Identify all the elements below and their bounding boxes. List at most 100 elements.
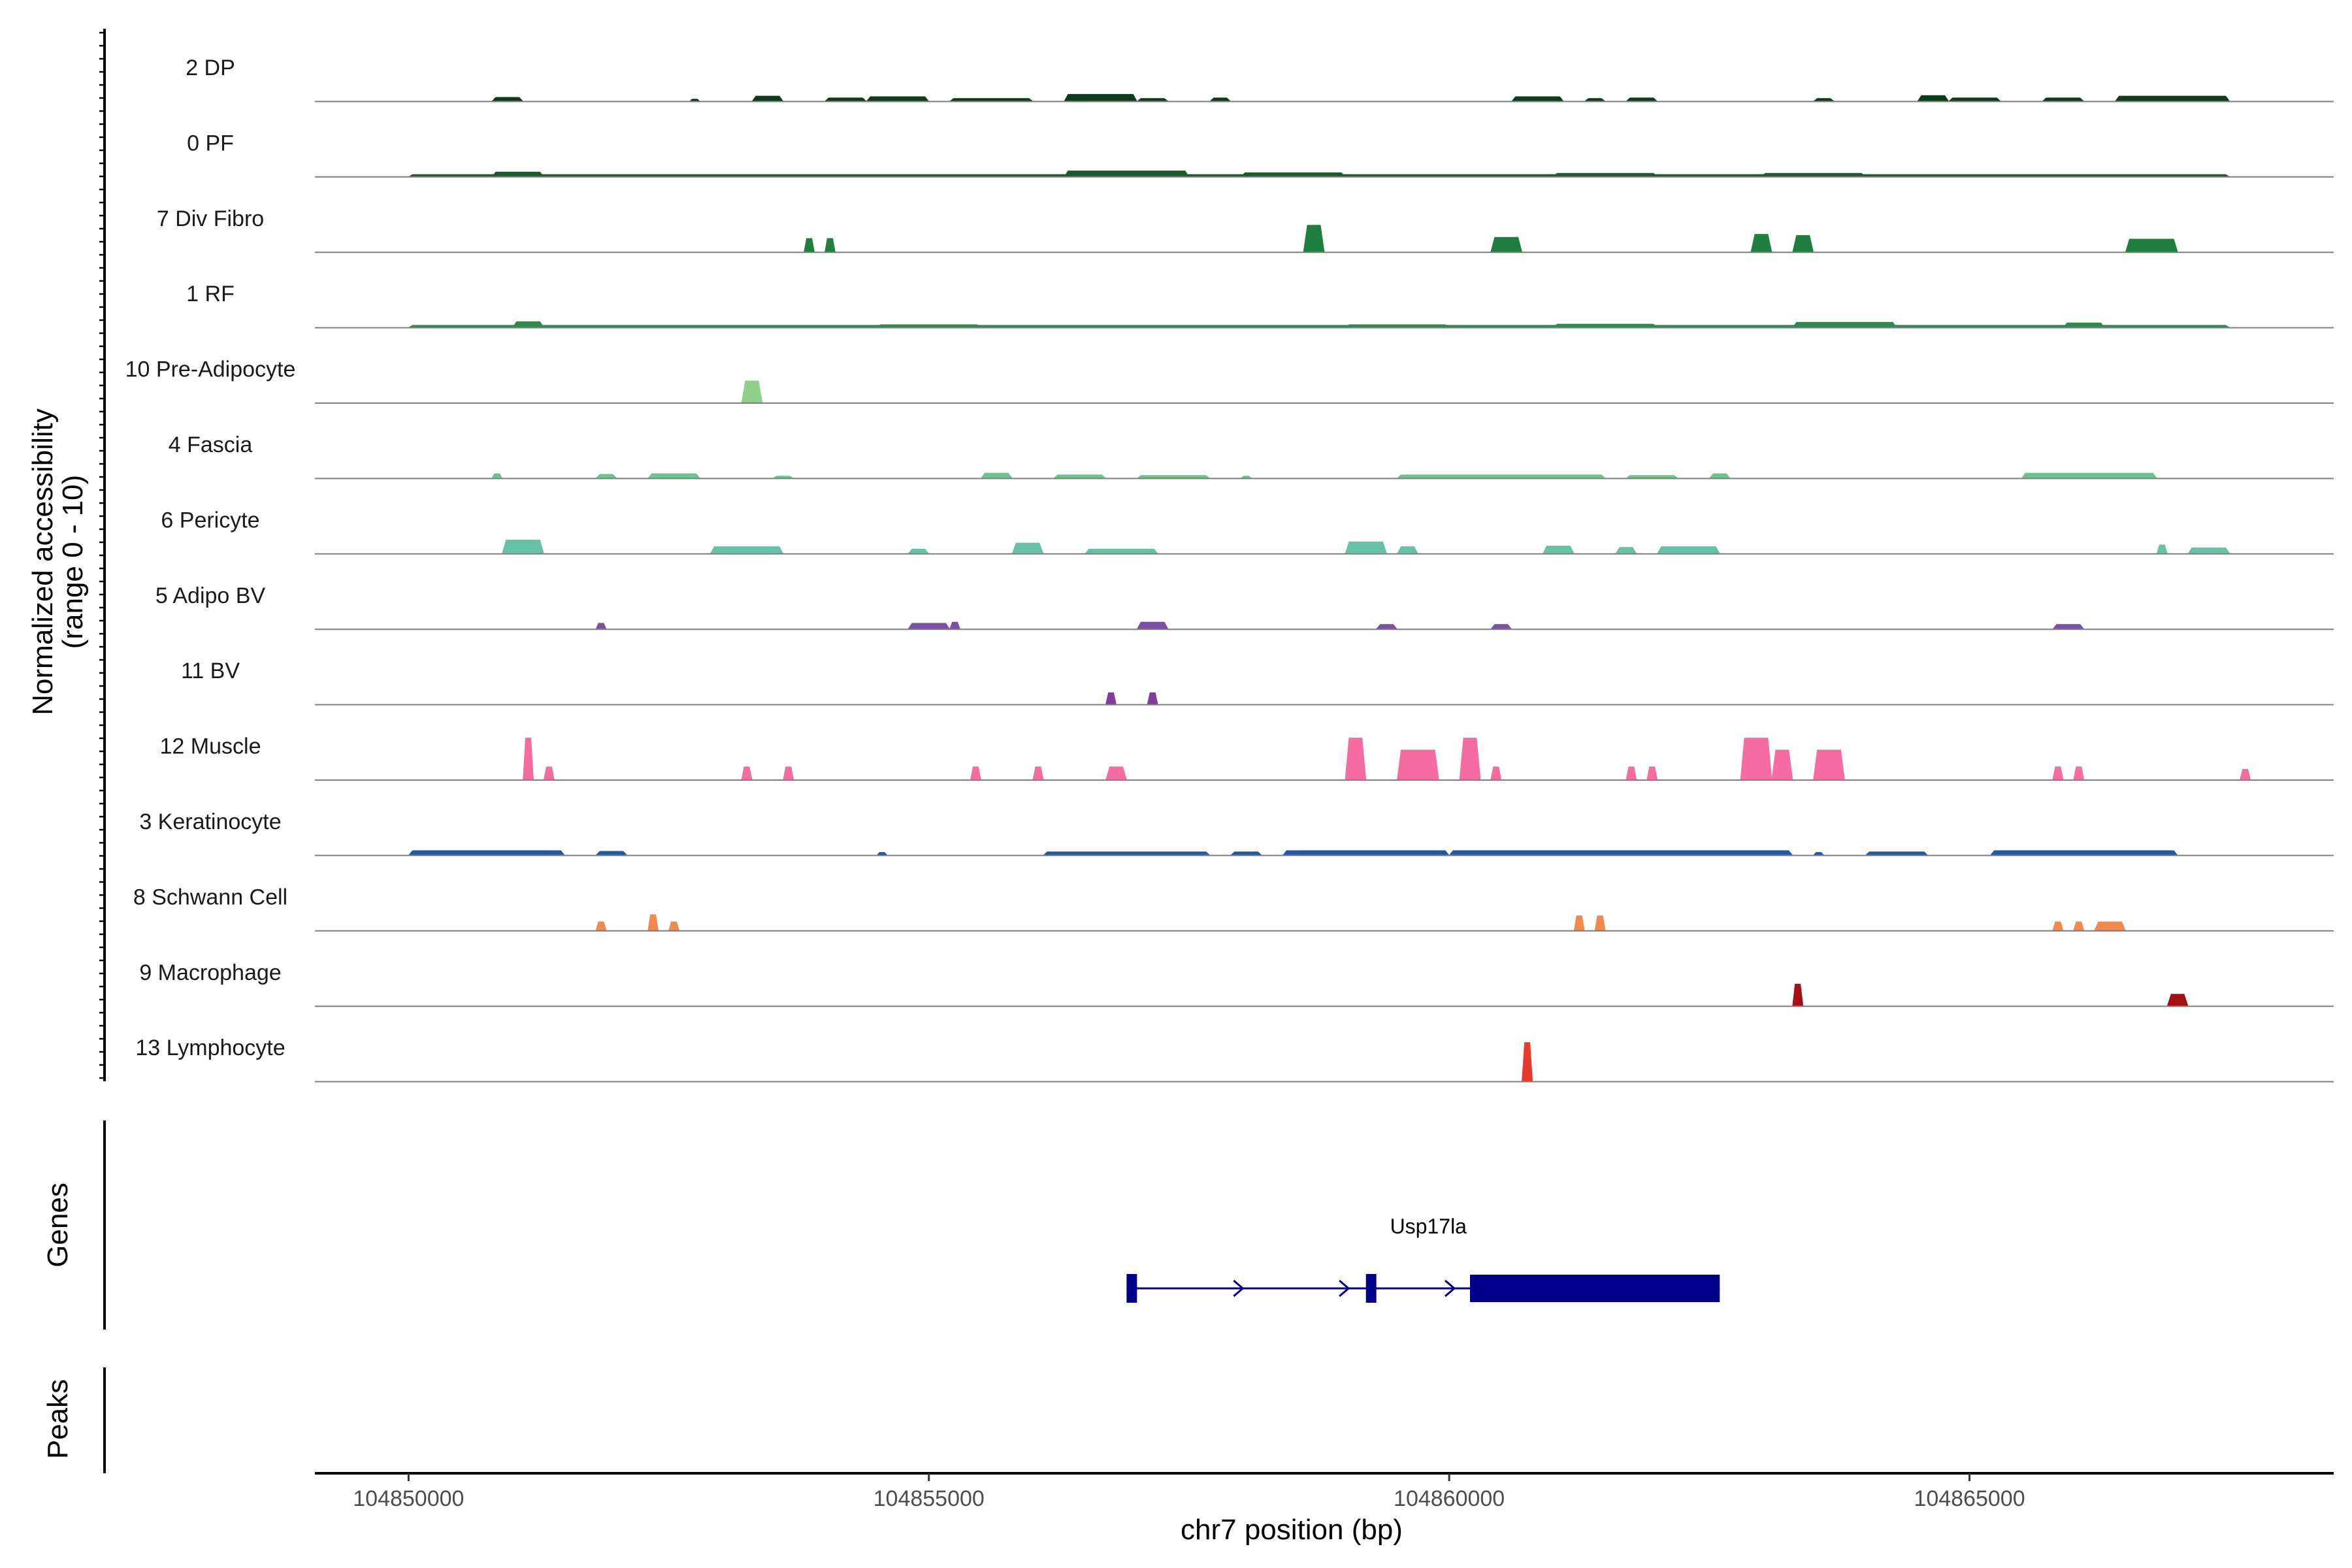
coverage-peak: [595, 623, 607, 630]
coverage-peak: [1542, 546, 1575, 555]
coverage-peak: [1063, 171, 1190, 178]
coverage-peak: [1105, 692, 1117, 706]
x-tick-label: 104860000: [1394, 1486, 1505, 1511]
coverage-peak: [1490, 237, 1523, 253]
coverage-tracks: 2 DP 0 PF 7 Div Fibro 1 RF 10 Pre-Adipocyte 4…: [125, 56, 2334, 1083]
coverage-peak: [1916, 95, 1950, 102]
coverage-peak: [949, 621, 961, 630]
track-label: 2 DP: [186, 56, 235, 80]
y-axis-title-line: Normalized accessibility: [27, 408, 59, 715]
coverage-peak: [647, 914, 659, 932]
track-3-keratinocyte: 3 Keratinocyte: [139, 809, 2334, 857]
coverage-peak: [2052, 766, 2064, 781]
coverage-peak: [2156, 544, 2168, 555]
coverage-peak: [2073, 766, 2085, 781]
track-label: 11 BV: [181, 659, 240, 683]
coverage-peak: [2125, 238, 2178, 253]
coverage-peak: [491, 473, 503, 479]
x-axis-title: chr7 position (bp): [1181, 1514, 1403, 1546]
coverage-peak: [502, 540, 545, 555]
coverage-peak: [2187, 547, 2230, 555]
track-label: 4 Fascia: [169, 433, 253, 457]
coverage-peak: [1740, 738, 1772, 781]
gene-track: Genes Usp17la: [42, 1120, 1720, 1330]
coverage-peak: [543, 766, 555, 781]
coverage-peak: [1625, 766, 1637, 781]
gene-exon: [1469, 1275, 1720, 1302]
track-12-muscle: 12 Muscle: [160, 734, 2334, 781]
track-2-dp: 2 DP: [186, 56, 2334, 103]
coverage-peak: [866, 96, 930, 102]
y-axis-title: Normalized accessibility(range 0 - 10): [27, 408, 89, 715]
gene-exon: [1126, 1274, 1137, 1303]
track-label: 6 Pericyte: [161, 508, 259, 532]
track-8-schwann-cell: 8 Schwann Cell: [133, 885, 2334, 932]
coverage-peak: [2166, 994, 2189, 1007]
coverage-peak: [1396, 546, 1419, 555]
track-13-lymphocyte: 13 Lymphocyte: [135, 1036, 2334, 1083]
y-axis-title-line: (range 0 - 10): [57, 475, 89, 649]
coverage-peak: [1136, 621, 1169, 630]
coverage-peak: [980, 472, 1013, 479]
coverage-peak: [1303, 225, 1325, 253]
coverage-peak: [408, 850, 566, 856]
track-0-pf: 0 PF: [187, 131, 2334, 178]
coverage-peak: [710, 546, 784, 555]
track-label: 3 Keratinocyte: [139, 809, 281, 834]
coverage-peak: [2062, 322, 2106, 329]
track-9-macrophage: 9 Macrophage: [139, 960, 2334, 1007]
coverage-peak: [1459, 738, 1481, 781]
coverage-peak: [2093, 921, 2127, 932]
coverage-peak: [1656, 546, 1721, 555]
coverage-peak: [1345, 738, 1367, 781]
x-axis: 104850000 104855000 104860000 104865000 chr7…: [315, 1472, 2334, 1546]
coverage-peak: [1396, 749, 1439, 781]
track-label: 10 Pre-Adipocyte: [125, 357, 296, 382]
coverage-peak: [907, 548, 930, 555]
left-axis-group: Normalized accessibility(range 0 - 10): [27, 29, 106, 1081]
coverage-peak: [1750, 234, 1772, 253]
track-label: 8 Schwann Cell: [133, 885, 287, 909]
track-label: 13 Lymphocyte: [135, 1036, 285, 1060]
track-label: 0 PF: [187, 131, 234, 155]
coverage-peak: [523, 738, 534, 781]
track-label: 1 RF: [186, 282, 235, 306]
x-tick-label: 104855000: [874, 1486, 985, 1511]
coverage-peak: [824, 238, 836, 253]
track-label: 7 Div Fibro: [157, 206, 264, 231]
track-4-fascia: 4 Fascia: [169, 433, 2334, 480]
coverage-peak: [1511, 96, 1565, 102]
coverage-peak: [1813, 749, 1845, 781]
coverage-peak: [1105, 766, 1128, 781]
coverage-peak: [751, 95, 784, 102]
coverage-peak: [2021, 472, 2158, 479]
coverage-peak: [2073, 921, 2085, 932]
track-label: 9 Macrophage: [139, 960, 281, 985]
track-11-bv: 11 BV: [181, 659, 2334, 706]
coverage-peak: [1708, 473, 1731, 479]
coverage-peak: [2051, 624, 2085, 630]
gene-strand-chevron: [1339, 1279, 1350, 1298]
coverage-peak: [783, 766, 794, 781]
coverage-peak: [1594, 915, 1606, 932]
x-tick-label: 104865000: [1914, 1486, 2025, 1511]
track-7-div-fibro: 7 Div Fibro: [157, 206, 2334, 253]
coverage-peak: [1615, 547, 1637, 555]
coverage-peak: [1011, 542, 1044, 555]
coverage-peak: [1490, 624, 1512, 630]
coverage-peak: [1032, 766, 1044, 781]
gene-strand-chevron: [1445, 1279, 1456, 1298]
track-10-pre-adipocyte: 10 Pre-Adipocyte: [125, 357, 2334, 404]
coverage-peak: [1771, 749, 1793, 781]
coverage-peak: [1646, 766, 1658, 781]
track-1-rf: 1 RF: [186, 282, 2334, 329]
coverage-peak: [647, 473, 701, 479]
coverage-peak: [1573, 915, 1585, 932]
coverage-peak: [1282, 850, 1450, 856]
coverage-peak: [491, 171, 545, 178]
coverage-peak: [1989, 850, 2179, 856]
coverage-peak: [1490, 766, 1502, 781]
coverage-peak: [1792, 983, 1804, 1007]
gene-name-label: Usp17la: [1390, 1215, 1467, 1238]
